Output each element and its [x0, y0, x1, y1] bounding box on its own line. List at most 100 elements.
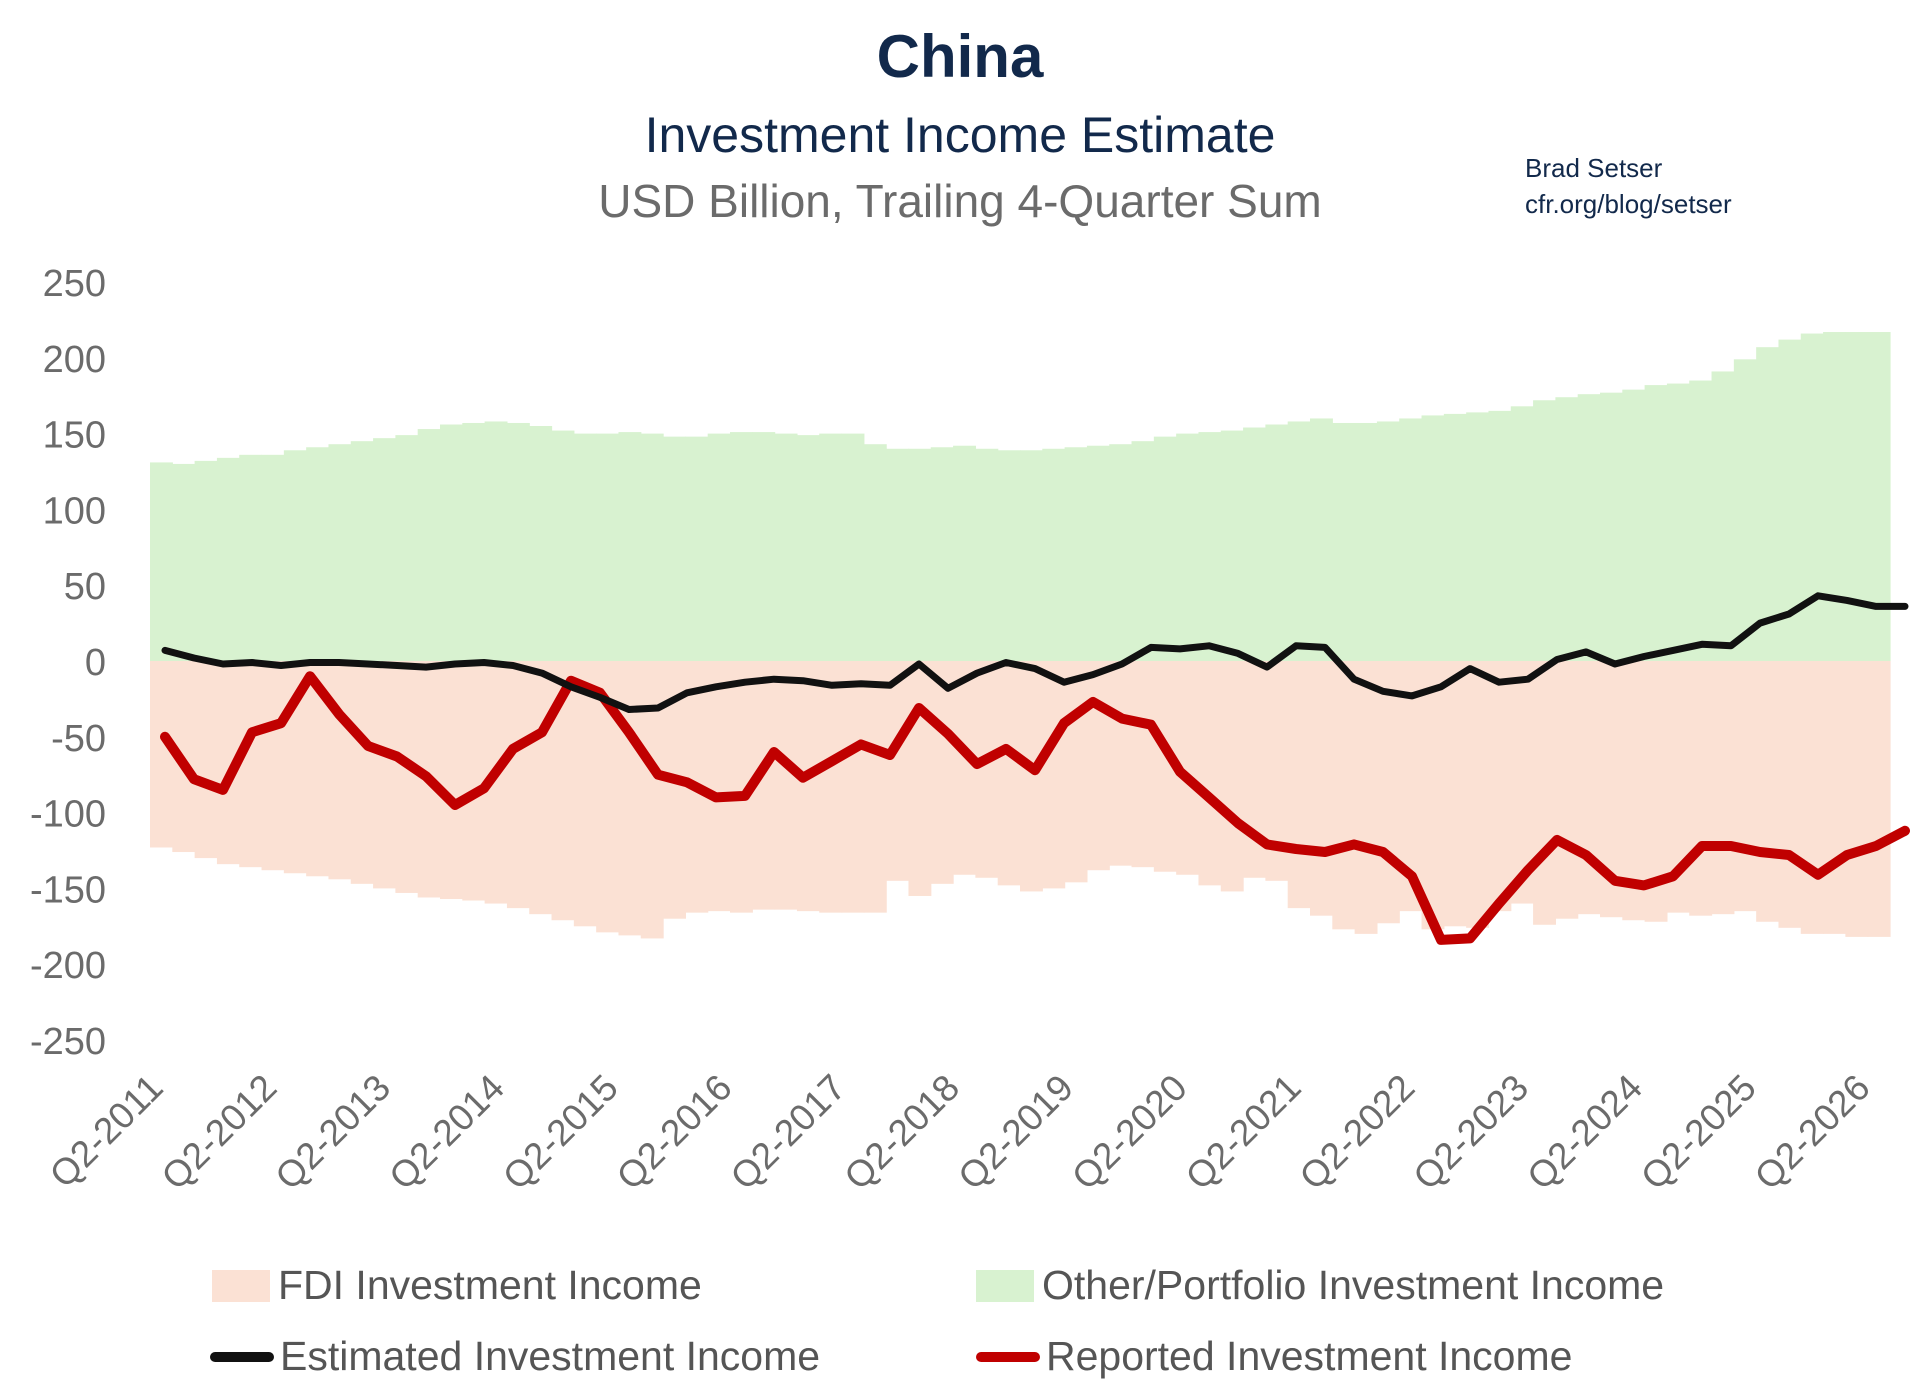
other-area-bar: [1778, 339, 1802, 661]
other-area-bar: [640, 433, 664, 661]
x-tick-label: Q2-2020: [1064, 1067, 1195, 1198]
other-area-bar: [462, 422, 486, 661]
other-area-bar: [774, 433, 798, 661]
other-area-bar: [172, 463, 196, 661]
fdi-area-bar: [440, 661, 463, 900]
other-area-bar: [1064, 447, 1088, 661]
other-area-bar: [417, 429, 441, 661]
other-area-bar: [350, 441, 374, 661]
chart-plot: 250 200 150 100 50 0 -50 -100 -150 -200 -250 Q2-20…: [30, 263, 1910, 1198]
fdi-area-bar: [462, 661, 486, 901]
y-tick-label: -150: [30, 869, 106, 911]
other-area-bar: [306, 447, 330, 661]
other-area-bar: [551, 430, 575, 661]
other-area-bar: [1376, 421, 1400, 661]
fdi-area-bar: [1443, 661, 1467, 927]
fdi-area-bar: [1711, 661, 1735, 915]
fdi-area-bar: [975, 661, 999, 878]
y-tick-label: 50: [64, 566, 106, 608]
other-area-bar: [1020, 450, 1043, 661]
fdi-area-bar: [1310, 661, 1333, 916]
other-area-bar: [930, 447, 954, 661]
fdi-area-bar: [1265, 661, 1289, 881]
legend-swatch-other: [976, 1269, 1034, 1302]
y-tick-label: -200: [30, 945, 106, 987]
other-area-bar: [975, 448, 999, 661]
other-area-bar: [506, 422, 530, 661]
y-tick-label: 150: [43, 415, 106, 457]
other-area-bar: [1399, 418, 1423, 661]
other-area-bar: [953, 445, 976, 661]
fdi-area-bar: [1354, 661, 1378, 934]
fdi-area-bar: [1622, 661, 1646, 921]
other-area-bar: [1421, 415, 1445, 661]
other-area-bar: [1800, 333, 1824, 661]
fdi-area-bar: [1243, 661, 1266, 878]
legend-label-other: Other/Portfolio Investment Income: [1042, 1262, 1665, 1308]
fdi-area-bar: [841, 661, 865, 913]
x-axis: Q2-2011Q2-2012Q2-2013Q2-2014Q2-2015Q2-20…: [42, 1067, 1878, 1198]
other-area-bar: [1666, 383, 1690, 661]
other-area-bar: [1198, 432, 1222, 661]
fdi-area-bar: [1176, 661, 1200, 875]
other-area-bar: [819, 433, 843, 661]
fdi-area-bar: [640, 661, 664, 939]
other-area-bar: [1756, 347, 1780, 661]
fdi-area-bar: [350, 661, 374, 884]
other-area-bar: [529, 426, 553, 661]
x-tick-label: Q2-2017: [723, 1067, 854, 1198]
fdi-area-bar: [573, 661, 597, 927]
fdi-area-bar: [1020, 661, 1043, 892]
x-tick-label: Q2-2013: [267, 1067, 398, 1198]
other-area-bar: [1332, 422, 1356, 661]
fdi-area-bar: [663, 661, 686, 919]
other-area-bar: [216, 457, 240, 661]
fdi-area-bar: [1778, 661, 1802, 928]
fdi-area-bar: [1376, 661, 1400, 924]
y-tick-label: 250: [43, 263, 106, 305]
fdi-area-bar: [618, 661, 642, 936]
legend-item-other: Other/Portfolio Investment Income: [976, 1262, 1664, 1309]
source-url: cfr.org/blog/setser: [1525, 189, 1732, 219]
other-area-bar: [730, 432, 753, 661]
legend-item-estimated: Estimated Investment Income: [210, 1333, 820, 1380]
legend-item-fdi: FDI Investment Income: [212, 1262, 702, 1309]
x-tick-label: Q2-2022: [1292, 1067, 1423, 1198]
fdi-area-bar: [1153, 661, 1177, 872]
other-area-bar: [1243, 427, 1266, 661]
other-area-bar: [1867, 332, 1891, 661]
other-area-bar: [1109, 444, 1133, 661]
chart-units-label: USD Billion, Trailing 4-Quarter Sum: [598, 175, 1322, 227]
x-tick-label: Q2-2018: [836, 1067, 967, 1198]
fdi-area-bar: [1488, 661, 1512, 912]
author-name: Brad Setser: [1525, 153, 1663, 183]
other-area-bar: [1600, 392, 1623, 661]
chart-title: China: [876, 23, 1044, 90]
other-area-bar: [194, 460, 218, 661]
legend-item-reported: Reported Investment Income: [976, 1333, 1572, 1380]
fdi-area-bar: [1577, 661, 1601, 915]
other-area-bar: [618, 432, 642, 661]
other-area-bar: [1354, 422, 1378, 661]
fdi-area-bar: [1666, 661, 1690, 913]
fdi-area-bar: [1421, 661, 1445, 930]
other-area-bar: [1823, 332, 1846, 661]
legend-swatch-fdi: [212, 1269, 270, 1302]
other-area-bar: [886, 448, 910, 661]
other-area-bar: [395, 435, 419, 661]
fdi-area-bar: [1109, 661, 1133, 866]
other-area-bar: [1220, 430, 1244, 661]
fdi-area-bar: [1823, 661, 1846, 934]
y-tick-label: 200: [43, 339, 106, 381]
other-area-bar: [1131, 441, 1155, 661]
fdi-area-bar: [194, 661, 218, 859]
y-tick-label: -50: [51, 718, 106, 760]
fdi-area-bar: [1733, 661, 1757, 912]
fdi-area-bar: [395, 661, 419, 893]
fdi-area-bar: [1800, 661, 1824, 934]
other-area-bar: [484, 421, 508, 661]
other-area-bar: [1086, 445, 1110, 661]
fdi-area-bar: [328, 661, 352, 880]
legend-label-reported: Reported Investment Income: [1046, 1333, 1573, 1379]
fdi-area-bar: [484, 661, 508, 904]
